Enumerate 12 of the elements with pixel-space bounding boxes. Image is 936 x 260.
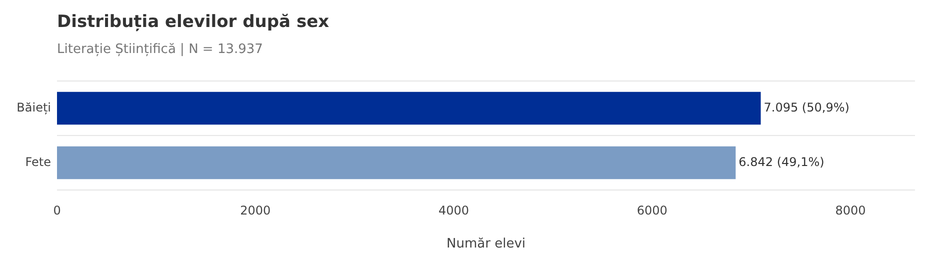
- x-axis-title: Număr elevi: [446, 236, 526, 252]
- x-tick-label: 6000: [636, 203, 668, 218]
- y-tick-label: Fete: [25, 154, 51, 169]
- chart-subtitle: Literație Științifică | N = 13.937: [57, 42, 263, 57]
- x-tick-label: 0: [53, 203, 61, 218]
- y-tick-label: Băieți: [16, 100, 51, 114]
- data-label: 7.095 (50,9%): [764, 100, 850, 114]
- x-tick-label: 4000: [438, 203, 470, 218]
- x-tick-label: 2000: [240, 203, 271, 218]
- data-label: 6.842 (49,1%): [738, 154, 824, 169]
- x-tick-label: 8000: [835, 203, 866, 218]
- chart-title: Distribuția elevilor după sex: [57, 12, 330, 32]
